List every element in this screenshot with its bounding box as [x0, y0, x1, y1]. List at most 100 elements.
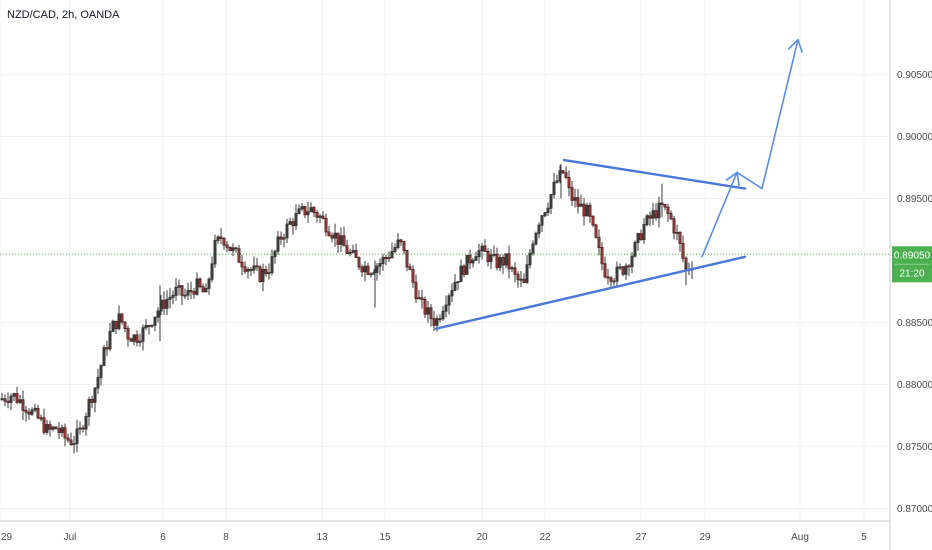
candle-body: [354, 250, 358, 259]
candle-body: [87, 398, 91, 417]
candle-body: [606, 276, 610, 279]
candle-body: [378, 263, 382, 267]
candle-body: [21, 399, 25, 411]
candle-body: [396, 239, 400, 249]
candle-body: [9, 395, 13, 403]
candle-body: [84, 415, 88, 430]
candle-body: [210, 263, 214, 280]
candle-body: [117, 313, 121, 330]
drawings: [434, 38, 803, 330]
candle-body: [45, 424, 49, 433]
candle-body: [399, 239, 403, 243]
candle-body: [33, 407, 37, 411]
candle-body: [132, 334, 136, 342]
candle-body: [639, 233, 643, 241]
candle-body: [39, 417, 43, 420]
candle-body: [63, 427, 67, 439]
candle-body: [171, 294, 175, 298]
candle-body: [225, 244, 229, 248]
current-price-badge: 0.89050 21:20: [892, 246, 932, 283]
candle-body: [624, 265, 628, 275]
candle-body: [615, 266, 619, 282]
candle-body: [510, 267, 514, 270]
symbol-title[interactable]: NZD/CAD, 2h, OANDA: [7, 9, 120, 21]
candle-body: [402, 241, 406, 251]
x-tick-label: Jul: [64, 532, 77, 543]
candle-body: [444, 304, 448, 312]
candle-body: [543, 212, 547, 217]
candle-body: [669, 212, 673, 220]
candle-body: [48, 424, 52, 430]
candle-body: [525, 264, 529, 284]
candle-body: [666, 206, 670, 214]
candle-body: [219, 236, 223, 239]
candle-body: [207, 278, 211, 289]
candle-body: [390, 250, 394, 259]
candle-body: [321, 215, 325, 219]
candle-body: [189, 290, 193, 293]
candle-body: [531, 243, 535, 254]
candle-body: [417, 297, 421, 300]
candle-body: [411, 269, 415, 283]
candle-body: [483, 245, 487, 252]
time-axis[interactable]: 29 Jul 6 8 13 15 20 22 27 29 Aug 5: [1, 532, 867, 543]
candle-body: [369, 273, 373, 276]
candle-body: [102, 347, 106, 367]
candle-body: [678, 231, 682, 244]
candle-body: [360, 266, 364, 273]
y-tick-label: 0.89500: [897, 194, 932, 205]
candle-body: [567, 176, 571, 189]
candle-body: [60, 427, 64, 434]
candle-body: [234, 247, 238, 250]
candle-body: [675, 231, 679, 234]
projection-path[interactable]: [701, 38, 799, 258]
candle-body: [426, 307, 430, 315]
candle-body: [75, 428, 79, 445]
candle-body: [645, 215, 649, 226]
candle-body: [105, 347, 109, 350]
candle-body: [297, 208, 301, 215]
y-tick-label: 0.90000: [897, 132, 932, 143]
candle-body: [576, 197, 580, 207]
upper-trendline[interactable]: [562, 158, 747, 190]
candle-body: [264, 268, 268, 275]
candle-body: [681, 242, 685, 259]
candle-body: [432, 318, 436, 326]
candle-body: [333, 232, 337, 239]
candle-body: [162, 299, 166, 309]
candle-body: [456, 281, 460, 284]
price-axis[interactable]: 0.90500 0.90000 0.89500 0.88500 0.88000 0.875…: [897, 70, 932, 515]
candle-body: [366, 265, 370, 275]
candle-body: [123, 321, 127, 330]
candle-body: [288, 221, 292, 225]
candle-body: [6, 400, 10, 403]
candle-body: [24, 409, 28, 413]
candle-body: [141, 327, 145, 342]
candle-body: [597, 236, 601, 248]
x-tick-label: Aug: [791, 532, 809, 543]
candle-body: [144, 324, 148, 329]
candle-body: [99, 365, 103, 378]
candle-body: [453, 282, 457, 291]
y-tick-label: 0.87500: [897, 442, 932, 453]
candle-body: [588, 204, 592, 217]
candle-body: [570, 187, 574, 201]
candle-body: [243, 266, 247, 272]
candle-body: [111, 320, 115, 333]
x-tick-label: 13: [316, 532, 328, 543]
y-tick-label: 0.88000: [897, 380, 932, 391]
candle-body: [168, 296, 172, 300]
candle-body: [381, 256, 385, 265]
candle-body: [408, 266, 412, 271]
lower-trendline[interactable]: [434, 255, 747, 330]
candle-body: [309, 207, 313, 213]
candle-body: [237, 248, 241, 263]
candle-body: [612, 280, 616, 283]
candle-body: [222, 237, 226, 246]
candle-body: [51, 426, 55, 430]
y-tick-label: 0.90500: [897, 70, 932, 81]
x-tick-label: 6: [160, 532, 166, 543]
candle-body: [195, 278, 199, 295]
candle-body: [594, 224, 598, 238]
